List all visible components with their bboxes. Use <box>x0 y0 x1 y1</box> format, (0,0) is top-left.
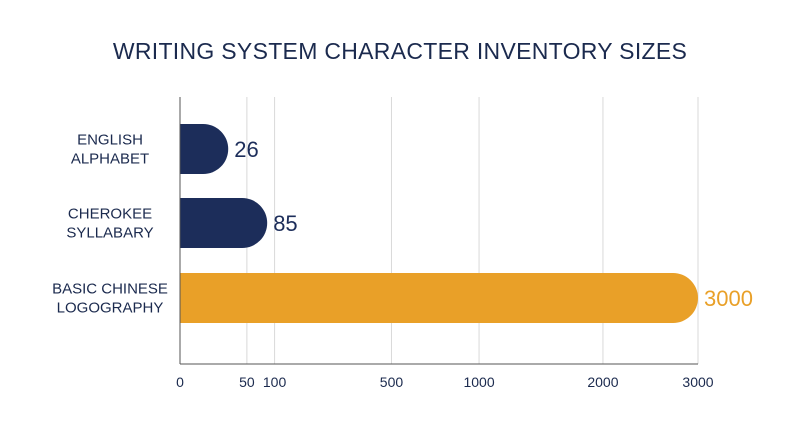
bar-basic-chinese-logography <box>180 273 698 323</box>
category-label-line: ALPHABET <box>71 151 149 168</box>
category-label-line: BASIC CHINESE <box>52 281 168 298</box>
x-tick-label: 500 <box>380 374 404 390</box>
category-label-line: LOGOGRAPHY <box>57 300 164 317</box>
category-label-line: ENGLISH <box>77 132 143 149</box>
axes: 0 50 100 500 1000 2000 3000 <box>176 97 714 390</box>
x-tick-label: 1000 <box>463 374 494 390</box>
x-tick-label: 50 <box>239 374 255 390</box>
value-label: 85 <box>273 211 297 236</box>
category-label: ENGLISH ALPHABET <box>71 132 149 168</box>
chart-title: WRITING SYSTEM CHARACTER INVENTORY SIZES <box>112 38 688 64</box>
category-label: BASIC CHINESE LOGOGRAPHY <box>52 281 168 317</box>
x-tick-label: 2000 <box>587 374 618 390</box>
labels: 26 ENGLISH ALPHABET 85 CHEROKEE SYLLABARY 3000… <box>52 132 753 317</box>
value-label: 26 <box>234 137 258 162</box>
category-label: CHEROKEE SYLLABARY <box>66 206 153 242</box>
value-label: 3000 <box>704 286 753 311</box>
bar-cherokee-syllabary <box>180 198 268 248</box>
x-tick-label: 3000 <box>682 374 713 390</box>
bars <box>180 124 698 323</box>
category-label-line: SYLLABARY <box>66 225 153 242</box>
bar-english-alphabet <box>180 124 229 174</box>
category-label-line: CHEROKEE <box>68 206 152 223</box>
grid-lines <box>246 97 699 364</box>
x-tick-label: 100 <box>263 374 287 390</box>
x-tick-label: 0 <box>176 374 184 390</box>
